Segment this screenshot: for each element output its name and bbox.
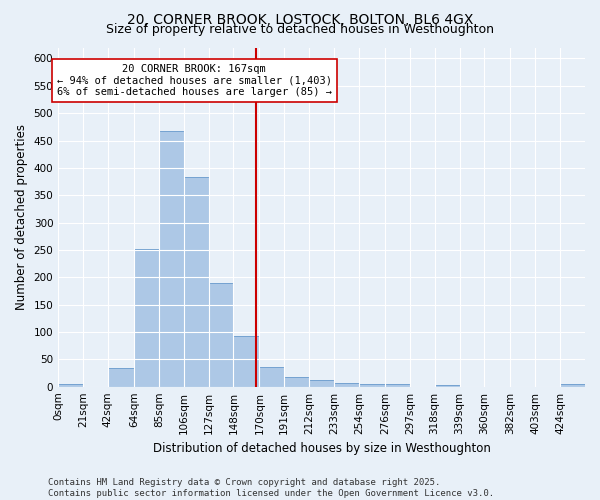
Bar (58, 384, 83, 386)
Bar (259, 367, 284, 386)
Text: 20 CORNER BROOK: 167sqm
← 94% of detached houses are smaller (1,403)
6% of semi-: 20 CORNER BROOK: 167sqm ← 94% of detache… (57, 64, 332, 97)
Text: Contains HM Land Registry data © Crown copyright and database right 2025.
Contai: Contains HM Land Registry data © Crown c… (48, 478, 494, 498)
Bar (309, 380, 334, 386)
Bar (385, 384, 410, 386)
Bar (560, 384, 585, 386)
Bar (184, 177, 209, 386)
Bar (359, 384, 385, 386)
Bar (334, 383, 359, 386)
Bar (108, 368, 134, 386)
Bar (233, 336, 259, 386)
Y-axis label: Number of detached properties: Number of detached properties (15, 124, 28, 310)
Text: 20, CORNER BROOK, LOSTOCK, BOLTON, BL6 4GX: 20, CORNER BROOK, LOSTOCK, BOLTON, BL6 4… (127, 12, 473, 26)
Bar (209, 282, 233, 387)
Bar (434, 385, 460, 386)
Bar (284, 377, 309, 386)
Bar (159, 131, 184, 386)
X-axis label: Distribution of detached houses by size in Westhoughton: Distribution of detached houses by size … (152, 442, 491, 455)
Text: Size of property relative to detached houses in Westhoughton: Size of property relative to detached ho… (106, 22, 494, 36)
Bar (134, 249, 159, 386)
